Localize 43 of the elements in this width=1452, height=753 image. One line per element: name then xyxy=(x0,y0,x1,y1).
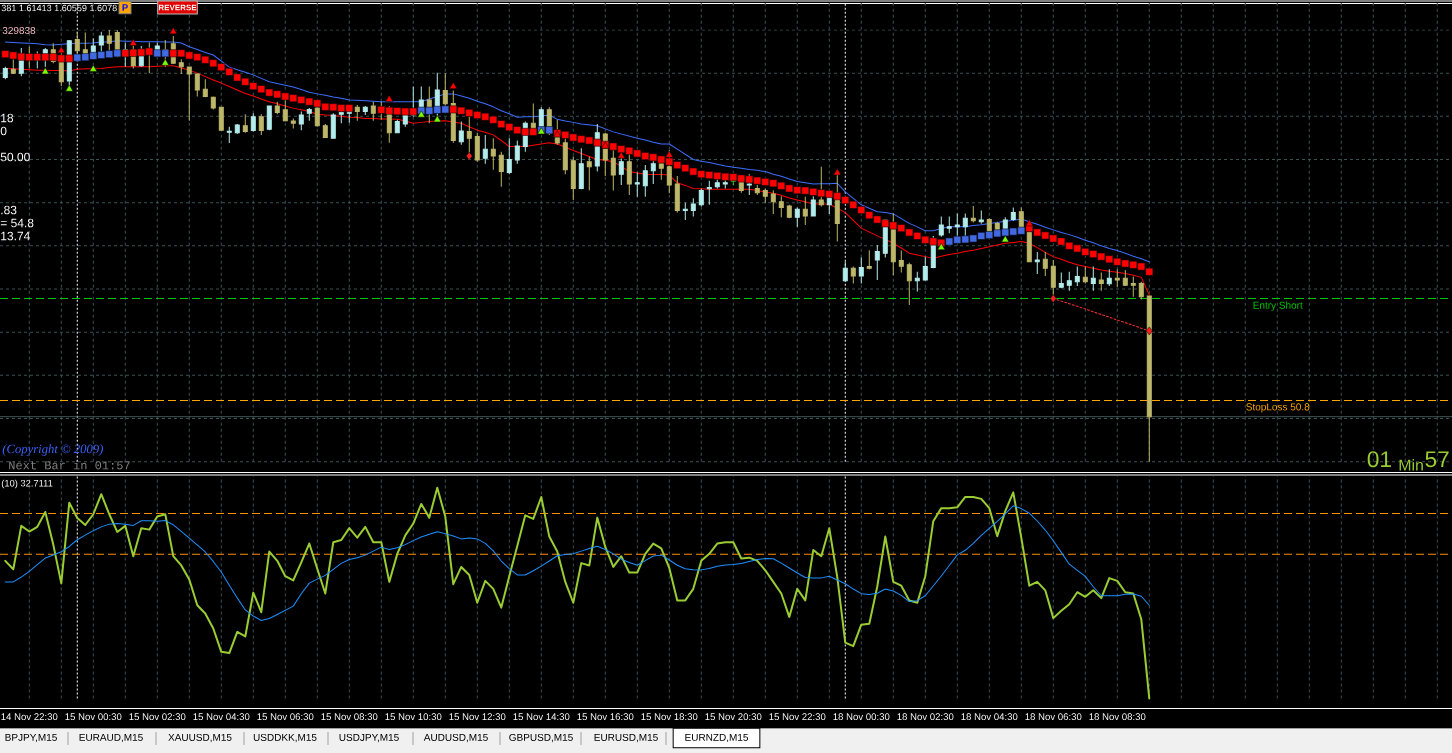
x-tick-label: 15 Nov 08:30 xyxy=(321,713,378,721)
text: EURAUD,M15 xyxy=(79,733,143,743)
x-tick-label: 18 Nov 00:30 xyxy=(833,713,890,721)
annotation: 50.00 xyxy=(0,152,30,162)
x-tick-label: 15 Nov 04:30 xyxy=(193,713,250,721)
text: EURNZD,M15 xyxy=(685,733,749,743)
x-tick-label: 15 Nov 06:30 xyxy=(257,713,314,721)
ref-line-label: Entry Short xyxy=(1253,301,1303,311)
text: REVERSE xyxy=(158,4,197,11)
text: BPJPY,M15 xyxy=(5,733,57,743)
x-tick-label: 15 Nov 16:30 xyxy=(577,713,634,721)
annotation: 329838 xyxy=(2,26,36,35)
x-tick-label: 15 Nov 14:30 xyxy=(513,713,570,721)
annotation: 18 xyxy=(1,113,14,123)
x-tick-label: 15 Nov 10:30 xyxy=(385,713,442,721)
annotation: 0 xyxy=(0,126,7,136)
text: 01 $_{Min}$57 xyxy=(1367,451,1449,471)
text: AUDUSD,M15 xyxy=(423,733,488,743)
text: USDJPY,M15 xyxy=(339,733,399,743)
annotation: (10) 32.7111 xyxy=(1,479,53,489)
x-tick-label: 15 Nov 02:30 xyxy=(129,713,186,721)
text: USDDKK,M15 xyxy=(253,733,317,743)
annotation: 13.74 xyxy=(1,231,30,241)
x-tick-label: 18 Nov 06:30 xyxy=(1025,713,1082,721)
x-tick-label: 15 Nov 20:30 xyxy=(705,713,762,721)
x-tick-label: 18 Nov 02:30 xyxy=(897,713,954,721)
x-tick-label: 14 Nov 22:30 xyxy=(1,713,58,721)
annotation: (Copyright © 2009) xyxy=(2,444,103,456)
text: P xyxy=(122,4,128,11)
text: 381 1.61413 1.60559 1.6078 xyxy=(1,4,117,12)
ref-line-label: StopLoss 50.8 xyxy=(1246,403,1310,413)
x-tick-label: 18 Nov 04:30 xyxy=(961,713,1018,721)
x-tick-label: 18 Nov 08:30 xyxy=(1089,713,1146,721)
x-tick-label: 15 Nov 18:30 xyxy=(641,713,698,721)
text: EURUSD,M15 xyxy=(594,733,658,743)
x-tick-label: 15 Nov 00:30 xyxy=(65,713,122,721)
text: XAUUSD,M15 xyxy=(168,733,232,743)
annotation: = 54.8 xyxy=(0,218,34,228)
x-tick-label: 15 Nov 22:30 xyxy=(769,713,826,721)
annotation: Next Bar in 01:57 xyxy=(9,460,130,470)
annotation: .83 xyxy=(1,205,17,215)
x-tick-label: 15 Nov 12:30 xyxy=(449,713,506,721)
text: GBPUSD,M15 xyxy=(509,733,573,743)
